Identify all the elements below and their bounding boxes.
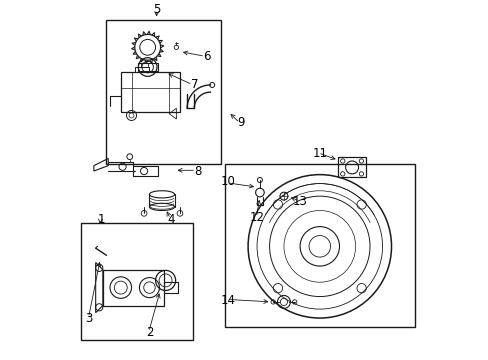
Text: 4: 4 [167, 213, 174, 226]
Bar [140, 63, 147, 67]
Text: 13: 13 [292, 195, 307, 208]
Bar [81, 223, 192, 339]
Bar [106, 21, 221, 164]
Bar [102, 270, 163, 306]
Bar [135, 67, 149, 72]
Text: 14: 14 [221, 294, 235, 307]
Bar [137, 63, 158, 71]
Text: 5: 5 [153, 3, 160, 16]
Text: 1: 1 [97, 213, 104, 226]
Text: 6: 6 [203, 50, 210, 63]
Bar [338, 157, 365, 177]
Text: 7: 7 [190, 78, 198, 91]
Text: 3: 3 [84, 311, 92, 325]
Text: 12: 12 [249, 211, 264, 224]
Text: 9: 9 [237, 116, 244, 129]
Bar [121, 72, 180, 112]
Bar [224, 164, 414, 327]
Text: 10: 10 [221, 175, 235, 188]
Text: 8: 8 [194, 165, 201, 177]
Text: 2: 2 [145, 326, 153, 339]
Text: 11: 11 [312, 147, 326, 159]
